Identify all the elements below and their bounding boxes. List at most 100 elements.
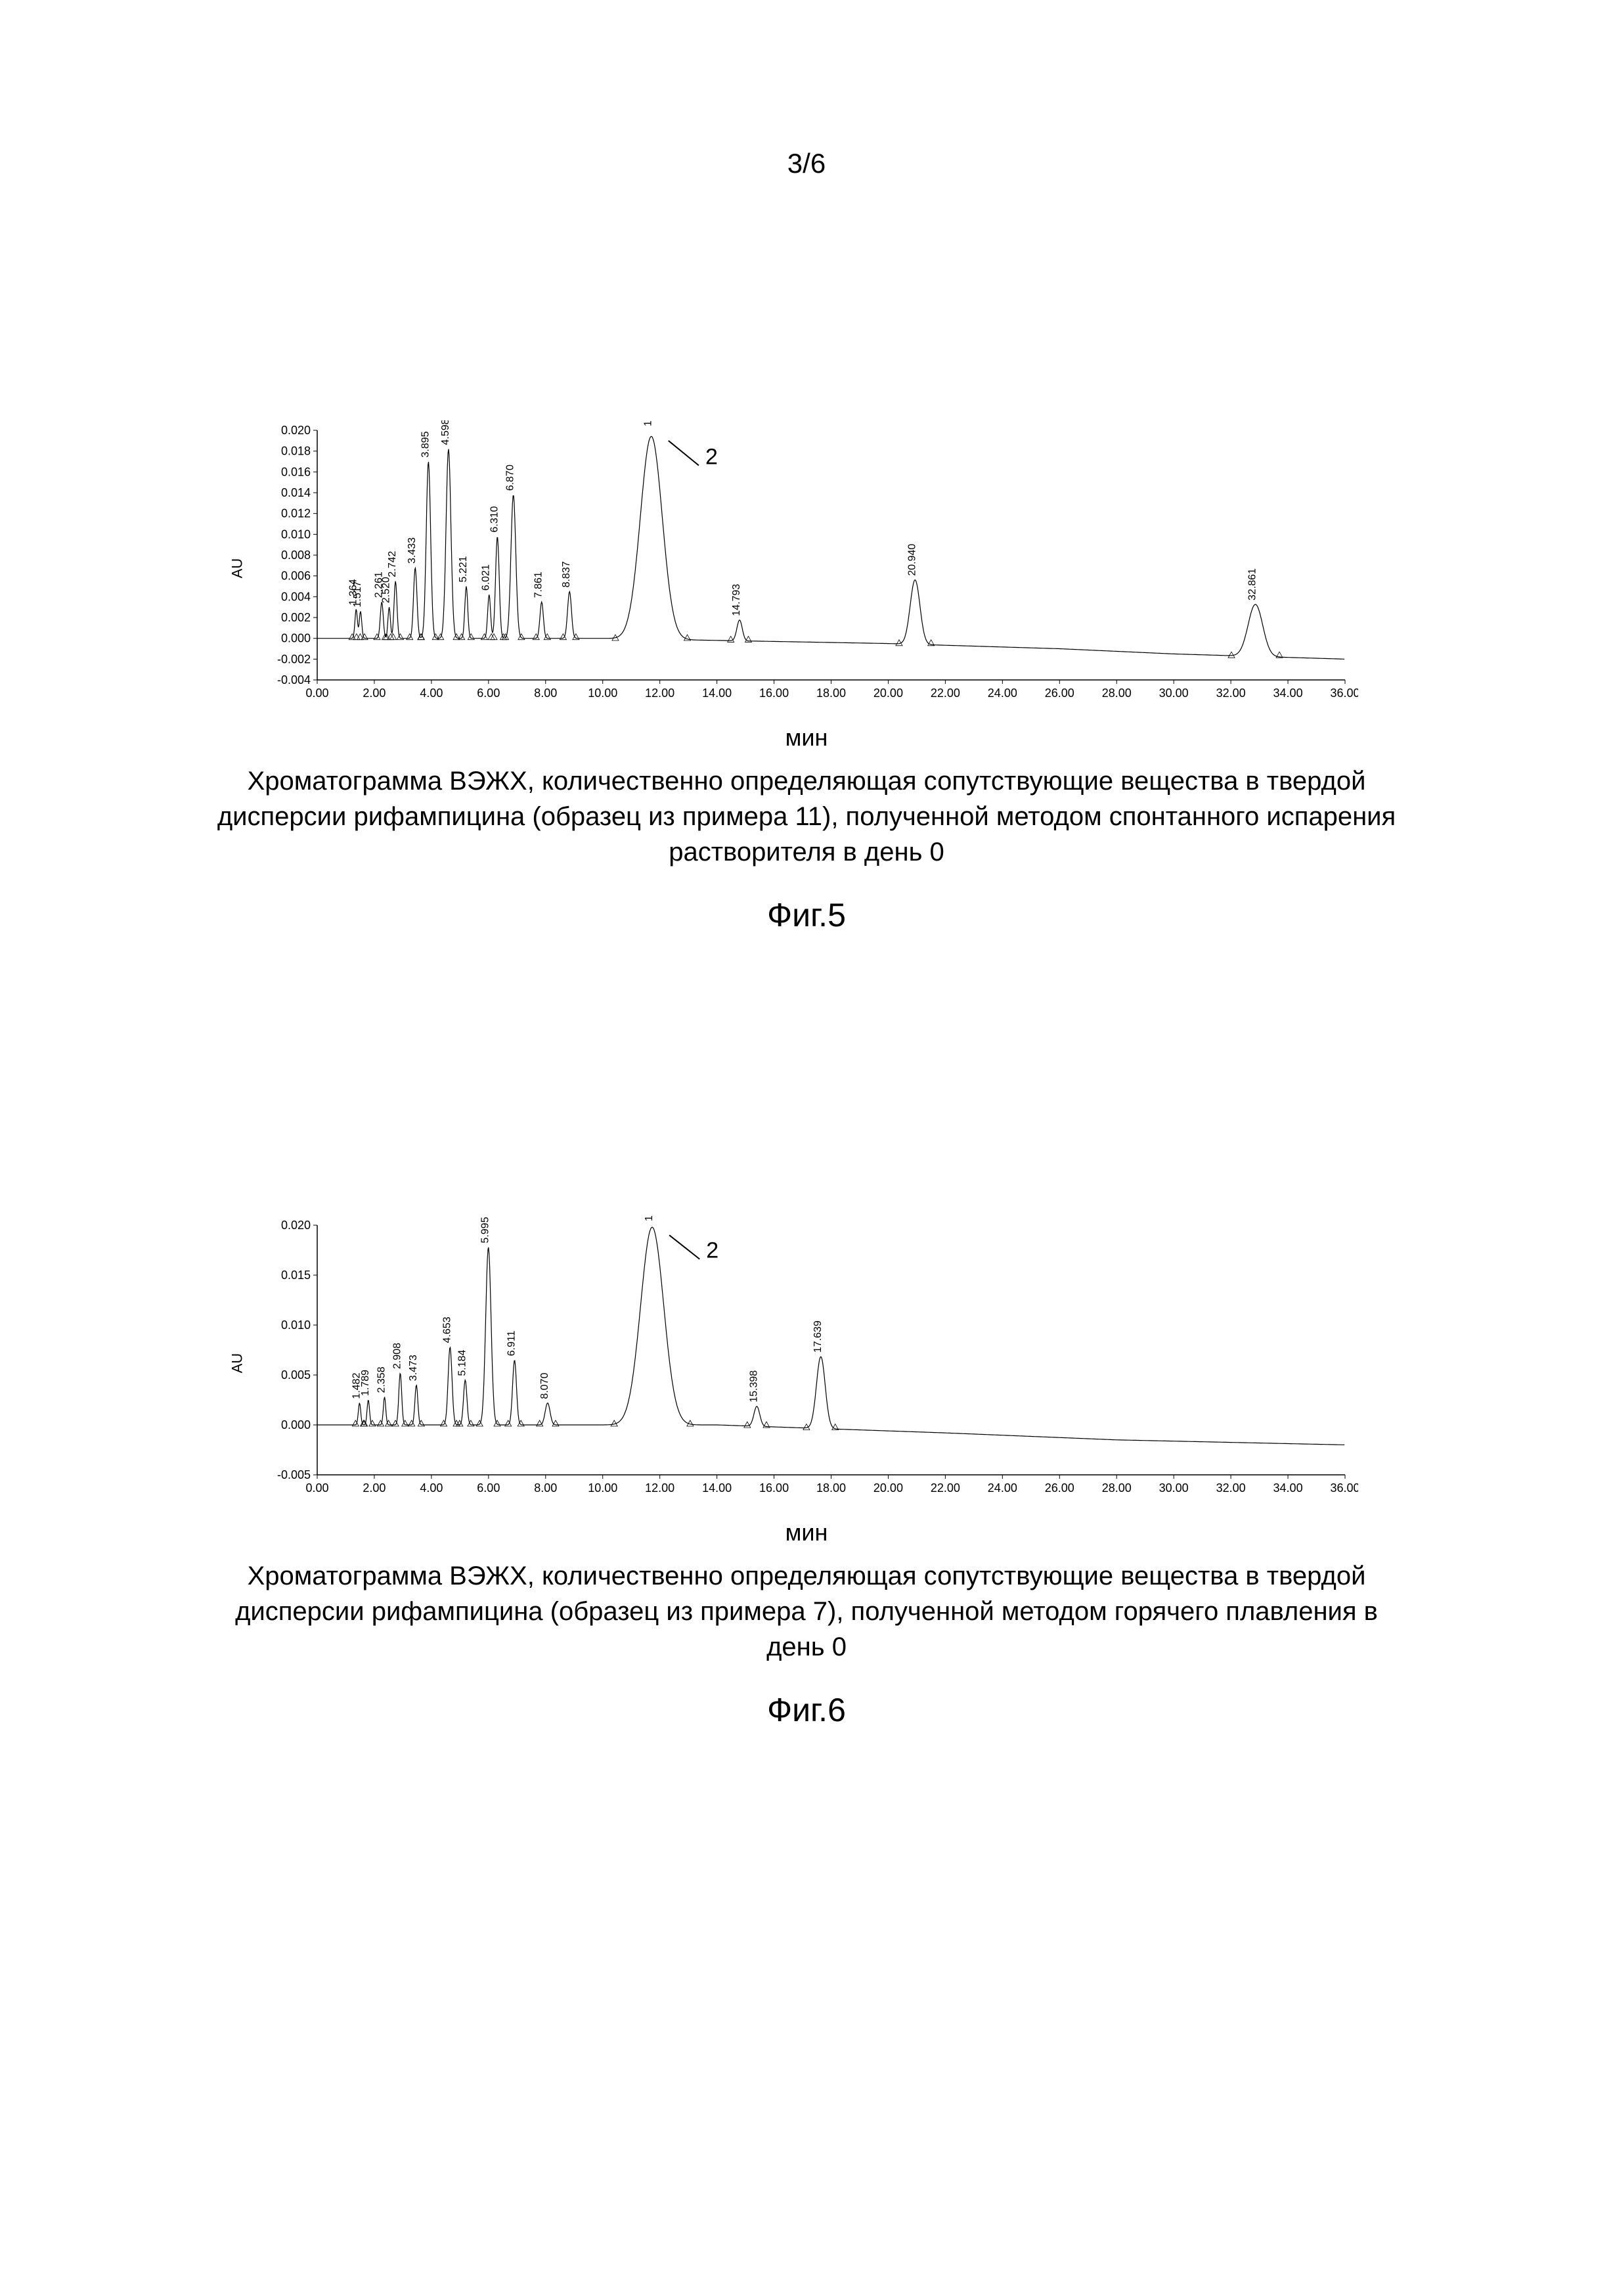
svg-text:14.00: 14.00 — [702, 1481, 732, 1495]
svg-text:1.789: 1.789 — [360, 1370, 371, 1396]
svg-text:14.00: 14.00 — [702, 687, 732, 700]
svg-text:5.995: 5.995 — [480, 1217, 491, 1243]
svg-text:3.895: 3.895 — [420, 431, 431, 457]
svg-text:12.00: 12.00 — [645, 1481, 674, 1495]
chart-5-ylabel: AU — [229, 558, 246, 579]
svg-text:18.00: 18.00 — [816, 687, 846, 700]
svg-text:0.000: 0.000 — [281, 632, 311, 645]
svg-text:11.732: 11.732 — [644, 1215, 655, 1221]
chart-5-wrap: AU -0.004-0.0020.0000.0020.0040.0060.008… — [255, 420, 1358, 716]
chromatogram-6: -0.005 0.000 0.005 0.010 0.015 0.020 0.00 2.00 4… — [255, 1215, 1358, 1511]
svg-text:6.00: 6.00 — [477, 1481, 500, 1495]
svg-text:5.221: 5.221 — [458, 556, 469, 582]
svg-text:0.005: 0.005 — [281, 1368, 311, 1382]
chart-6-ylabel: AU — [229, 1353, 246, 1374]
svg-text:2.00: 2.00 — [363, 687, 386, 700]
svg-text:8.837: 8.837 — [561, 561, 572, 587]
svg-text:24.00: 24.00 — [988, 687, 1017, 700]
svg-text:8.070: 8.070 — [539, 1372, 550, 1399]
svg-text:2.00: 2.00 — [363, 1481, 386, 1495]
svg-text:2.908: 2.908 — [391, 1343, 403, 1369]
svg-text:11.702: 11.702 — [643, 420, 654, 426]
svg-text:3.433: 3.433 — [407, 537, 418, 564]
svg-text:14.793: 14.793 — [731, 584, 742, 616]
svg-text:4.00: 4.00 — [420, 687, 443, 700]
svg-text:20.00: 20.00 — [873, 687, 903, 700]
figure-6: AU -0.005 0.000 0.005 0.010 0.015 0.020 0.00 2.… — [176, 1215, 1437, 1729]
chromatogram-5: -0.004-0.0020.0000.0020.0040.0060.0080.0… — [255, 420, 1358, 716]
svg-text:0.004: 0.004 — [281, 590, 311, 603]
svg-text:36.00: 36.00 — [1330, 687, 1358, 700]
svg-text:32.00: 32.00 — [1216, 1481, 1246, 1495]
svg-text:0.016: 0.016 — [281, 465, 311, 478]
page-number: 3/6 — [787, 148, 826, 179]
figure-5-caption: Хроматограмма ВЭЖХ, количественно опреде… — [209, 763, 1404, 870]
svg-text:0.010: 0.010 — [281, 528, 311, 541]
svg-text:2.520: 2.520 — [381, 577, 392, 603]
figure-6-caption: Хроматограмма ВЭЖХ, количественно опреде… — [209, 1558, 1404, 1665]
svg-text:22.00: 22.00 — [931, 1481, 960, 1495]
svg-text:2.742: 2.742 — [387, 551, 398, 577]
svg-text:0.020: 0.020 — [281, 1219, 311, 1232]
svg-text:-0.005: -0.005 — [277, 1468, 311, 1481]
svg-text:6.870: 6.870 — [505, 464, 516, 491]
svg-text:20.00: 20.00 — [873, 1481, 903, 1495]
svg-text:3.473: 3.473 — [408, 1355, 419, 1381]
svg-text:6.310: 6.310 — [489, 506, 500, 532]
svg-text:0.018: 0.018 — [281, 445, 311, 458]
svg-text:0.012: 0.012 — [281, 507, 311, 520]
svg-text:6.021: 6.021 — [481, 564, 492, 591]
figure-5: AU -0.004-0.0020.0000.0020.0040.0060.008… — [176, 420, 1437, 934]
svg-text:10.00: 10.00 — [588, 1481, 617, 1495]
svg-text:8.00: 8.00 — [534, 687, 557, 700]
svg-text:26.00: 26.00 — [1045, 687, 1074, 700]
svg-text:32.861: 32.861 — [1247, 568, 1258, 600]
svg-text:6.911: 6.911 — [506, 1330, 517, 1356]
svg-text:30.00: 30.00 — [1159, 687, 1189, 700]
svg-text:16.00: 16.00 — [759, 687, 789, 700]
svg-text:17.639: 17.639 — [812, 1320, 824, 1353]
svg-text:32.00: 32.00 — [1216, 687, 1246, 700]
svg-text:5.184: 5.184 — [456, 1349, 468, 1376]
svg-text:0.00: 0.00 — [305, 1481, 328, 1495]
svg-text:34.00: 34.00 — [1273, 687, 1303, 700]
svg-text:24.00: 24.00 — [988, 1481, 1017, 1495]
svg-text:0.00: 0.00 — [305, 687, 328, 700]
svg-text:22.00: 22.00 — [931, 687, 960, 700]
svg-text:7.861: 7.861 — [533, 572, 544, 598]
svg-text:4.00: 4.00 — [420, 1481, 443, 1495]
chart-6-xlabel: мин — [176, 1519, 1437, 1546]
svg-text:28.00: 28.00 — [1102, 687, 1132, 700]
svg-text:0.006: 0.006 — [281, 570, 311, 583]
svg-text:2.358: 2.358 — [376, 1366, 387, 1393]
svg-text:16.00: 16.00 — [759, 1481, 789, 1495]
chart-6-wrap: AU -0.0050.0000.0050.0100.0150.0200.002.… — [255, 1215, 1358, 1511]
svg-text:1.517: 1.517 — [352, 581, 363, 607]
svg-text:30.00: 30.00 — [1159, 1481, 1189, 1495]
svg-text:0.002: 0.002 — [281, 611, 311, 624]
svg-text:8.00: 8.00 — [534, 1481, 557, 1495]
figure-6-label: Фиг.6 — [176, 1691, 1437, 1729]
svg-text:34.00: 34.00 — [1273, 1481, 1303, 1495]
chart-5-xlabel: мин — [176, 724, 1437, 752]
svg-text:0.008: 0.008 — [281, 549, 311, 562]
svg-text:0.000: 0.000 — [281, 1418, 311, 1431]
svg-text:10.00: 10.00 — [588, 687, 617, 700]
svg-text:20.940: 20.940 — [906, 544, 917, 576]
svg-text:2: 2 — [705, 445, 718, 470]
svg-text:28.00: 28.00 — [1102, 1481, 1132, 1495]
svg-text:0.010: 0.010 — [281, 1318, 311, 1332]
svg-text:18.00: 18.00 — [816, 1481, 846, 1495]
svg-text:4.598: 4.598 — [440, 420, 451, 445]
svg-text:0.014: 0.014 — [281, 486, 311, 499]
svg-text:-0.002: -0.002 — [277, 652, 311, 665]
svg-text:26.00: 26.00 — [1045, 1481, 1074, 1495]
svg-text:15.398: 15.398 — [748, 1370, 759, 1403]
figure-5-label: Фиг.5 — [176, 896, 1437, 934]
svg-text:12.00: 12.00 — [645, 687, 674, 700]
svg-text:36.00: 36.00 — [1330, 1481, 1358, 1495]
svg-text:0.020: 0.020 — [281, 424, 311, 437]
svg-text:0.015: 0.015 — [281, 1269, 311, 1282]
svg-text:4.653: 4.653 — [441, 1317, 453, 1343]
svg-text:-0.004: -0.004 — [277, 673, 311, 687]
